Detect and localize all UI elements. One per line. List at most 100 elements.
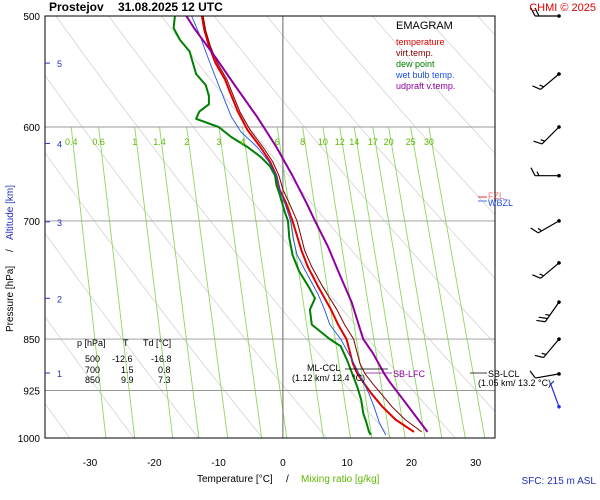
table-cell: -12.6 — [112, 354, 133, 364]
mixing-ratio-line — [276, 126, 324, 438]
wind-barb — [529, 370, 561, 379]
altitude-tick-label: 3 — [57, 218, 62, 228]
mixing-ratio-tick-label: 14 — [349, 137, 359, 147]
table-cell: 700 — [85, 365, 100, 375]
wind-barb — [550, 380, 561, 409]
dry-adiabat-line — [45, 315, 135, 438]
dry-adiabat-line — [55, 16, 392, 438]
mixing-ratio-line — [302, 126, 351, 438]
temperature-tick-label: 20 — [406, 458, 418, 469]
y-axis-altitude-label: Altitude [km] — [5, 185, 16, 240]
table-cell: 500 — [85, 354, 100, 364]
altitude-tick-label: 5 — [57, 59, 62, 69]
wind-barb — [530, 167, 561, 178]
station-name: Prostejov — [49, 0, 104, 14]
legend-item-updraft: udpraft v.temp. — [396, 81, 455, 91]
temperature-tick-label: -20 — [147, 458, 162, 469]
mixing-ratio-line — [134, 126, 174, 438]
altitude-tick-label: 2 — [57, 294, 62, 304]
dry-adiabat-line — [45, 152, 263, 438]
pressure-tick-label: 500 — [23, 12, 40, 23]
sb-lcl-value: (1.05 km/ 13.2 °C) — [478, 378, 551, 388]
mixing-ratio-line — [186, 126, 229, 438]
pressure-tick-label: 700 — [23, 217, 40, 228]
mixing-ratio-line — [98, 126, 136, 438]
sb-lfc-label: SB-LFC — [393, 369, 426, 379]
mixing-ratio-tick-label: 30 — [424, 137, 434, 147]
pressure-tick-label: 925 — [23, 387, 40, 398]
dry-adiabat-line — [319, 16, 495, 216]
mixing-ratio-tick-label: 6 — [275, 137, 280, 147]
x-axis-title: Temperature [°C] / Mixing ratio [g/kg] — [197, 474, 380, 485]
mixing-ratio-line — [388, 126, 443, 438]
mixing-ratio-line — [372, 126, 426, 438]
y-axis-title: Pressure [hPa] / Altitude [km] — [5, 185, 16, 332]
fzl-label: FZL — [488, 191, 504, 201]
series-line-udpraft-v-temp — [185, 16, 429, 433]
mixing-ratio-tick-label: 17 — [368, 137, 378, 147]
temperature-tick-label: 30 — [470, 458, 482, 469]
wind-barb — [532, 261, 561, 279]
table-header-td: Td [°C] — [143, 338, 171, 348]
altitude-tick-label: 4 — [57, 139, 62, 149]
dry-adiabat-line — [266, 16, 495, 279]
dry-adiabat-line — [108, 16, 456, 438]
mixing-ratio-line — [428, 126, 486, 438]
sb-lcl-label: SB-LCL — [488, 369, 520, 379]
mixing-ratio-line — [159, 126, 200, 438]
table-header-p: p [hPa] — [77, 338, 106, 348]
wbzl-label: WBZL — [488, 198, 513, 208]
mixing-ratio-tick-label: 0.6 — [92, 137, 105, 147]
y-axis-pressure-label: Pressure [hPa] — [5, 266, 16, 332]
table-header-t: T — [123, 338, 129, 348]
legend-item-dew-point: dew point — [396, 59, 435, 69]
axis-layer: 0.4 0.6 1 1.4 2 3 4 6 8 10 12 14 17 20 25 3050060070085… — [18, 12, 482, 469]
wind-barb-column — [529, 7, 561, 409]
mixing-ratio-line — [410, 126, 466, 438]
plot-frame — [44, 15, 496, 439]
mixing-ratio-tick-label: 3 — [216, 137, 221, 147]
temperature-tick-label: -10 — [211, 458, 226, 469]
dry-adiabat-line — [213, 16, 495, 345]
mixing-ratio-tick-label: 10 — [318, 137, 328, 147]
table-cell: 7.3 — [158, 375, 171, 385]
mixing-ratio-tick-label: 25 — [406, 137, 416, 147]
mixing-ratio-line — [339, 126, 391, 438]
table-cell: 1.5 — [121, 365, 134, 375]
temperature-tick-label: 0 — [280, 458, 286, 469]
wind-barb — [534, 337, 561, 359]
ml-lcl-label: ML-CCL — [307, 363, 341, 373]
mixing-ratio-tick-label: 12 — [335, 137, 345, 147]
surface-elevation-label: SFC: 215 m ASL — [522, 476, 597, 487]
temperature-tick-label: -30 — [83, 458, 98, 469]
legend-item-virt-temp: virt.temp. — [396, 48, 433, 58]
x-axis-mixing-ratio-label: Mixing ratio [g/kg] — [301, 474, 380, 485]
temperature-tick-label: 10 — [342, 458, 354, 469]
wind-barb — [536, 300, 561, 323]
mixing-ratio-tick-label: 1 — [132, 137, 137, 147]
table-cell: -16.8 — [151, 354, 172, 364]
series-line-wet-bulb-temp — [191, 16, 387, 436]
pressure-tick-label: 850 — [23, 335, 40, 346]
table-cell: 850 — [85, 375, 100, 385]
legend: EMAGRAM temperature virt.temp. dew point… — [395, 20, 455, 91]
series-line-virt-temp — [202, 16, 422, 433]
mixing-ratio-tick-label: 2 — [184, 137, 189, 147]
grid-layer — [45, 16, 495, 438]
annotations: ML-CCL (1.12 km/ 12.4 °C) SB-LFC SB-LCL … — [292, 191, 551, 388]
sounding-datetime: 31.08.2025 12 UTC — [118, 0, 223, 14]
ml-lcl-value: (1.12 km/ 12.4 °C) — [292, 373, 365, 383]
table-cell: 9.9 — [121, 375, 134, 385]
mixing-ratio-tick-label: 1.4 — [153, 137, 166, 147]
altitude-tick-label: 1 — [57, 369, 62, 379]
dry-adiabat-line — [45, 232, 199, 438]
legend-item-temperature: temperature — [396, 37, 445, 47]
wind-barb — [533, 125, 561, 145]
x-axis-separator: / — [286, 474, 289, 485]
mixing-ratio-line — [70, 126, 107, 438]
wind-barb — [530, 219, 561, 234]
y-axis-separator: / — [5, 249, 16, 252]
pressure-tick-label: 1000 — [18, 434, 41, 445]
